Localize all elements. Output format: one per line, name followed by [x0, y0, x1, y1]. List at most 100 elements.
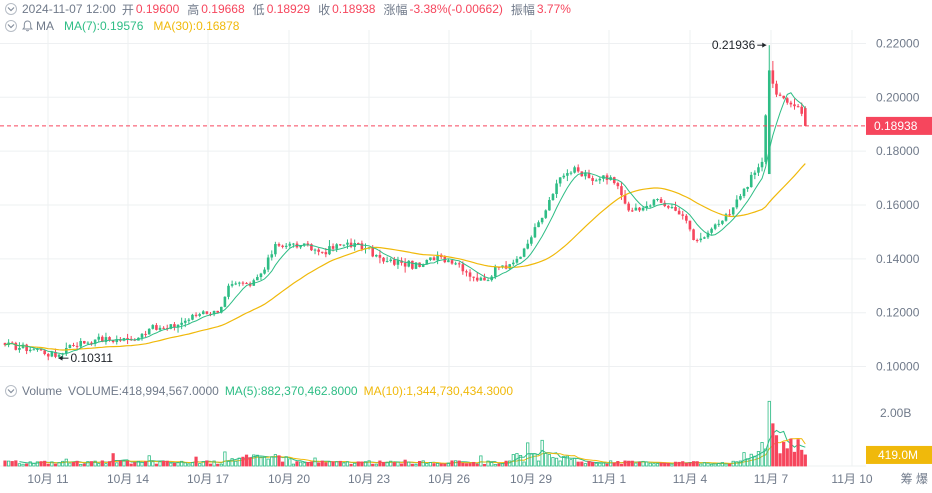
- current-price-label: 0.18938: [874, 119, 918, 133]
- candle-body: [612, 177, 616, 184]
- volume-bar: [771, 423, 775, 467]
- volume-bar: [136, 460, 140, 467]
- candle-body: [187, 319, 191, 321]
- volume-bar: [457, 460, 461, 467]
- candle-body: [778, 94, 782, 96]
- volume-bar: [407, 461, 411, 467]
- volume-bar: [634, 462, 638, 467]
- candle-body: [162, 327, 165, 329]
- volume-bar: [735, 461, 739, 467]
- volume-bar: [14, 460, 18, 467]
- volume-bar: [335, 461, 339, 467]
- volume-bar: [515, 453, 519, 467]
- candle-body: [800, 106, 804, 114]
- volume-bar: [663, 462, 667, 467]
- candle-body: [544, 210, 548, 218]
- volume-ma10-line: [37, 437, 806, 464]
- volume-bar: [313, 457, 317, 467]
- time-tick-label: 11月 7: [754, 472, 789, 486]
- volume-bar: [194, 456, 198, 467]
- candle-body: [771, 70, 775, 84]
- candle-body: [205, 311, 209, 314]
- candle-body: [115, 339, 119, 342]
- candle-body: [83, 341, 86, 344]
- volume-bar: [785, 448, 789, 467]
- volume-bar: [190, 461, 195, 467]
- min-arrowhead: [58, 355, 63, 361]
- volume-bar: [403, 459, 407, 467]
- bell-icon[interactable]: [22, 20, 33, 32]
- ma30-value: MA(30):0.16878: [153, 19, 240, 33]
- volume-bar: [89, 461, 94, 467]
- volume-bar: [35, 461, 40, 467]
- volume-bar: [226, 461, 231, 467]
- candle-body: [90, 342, 93, 344]
- volume-bar: [547, 454, 551, 467]
- candle-body: [587, 172, 591, 179]
- volume-bar: [198, 463, 202, 467]
- volume-bar: [591, 461, 595, 467]
- volume-bar: [756, 451, 761, 467]
- volume-bar: [392, 462, 396, 467]
- volume-bar: [475, 463, 479, 467]
- volume-bar: [699, 463, 703, 467]
- volume-bar: [580, 461, 584, 467]
- candle-body: [796, 106, 800, 108]
- price-axis[interactable]: 0.22000 0.20000 0.18000 0.16000 0.14000 0.120…: [866, 36, 932, 464]
- volume-bar: [93, 460, 97, 467]
- volume-bar: [526, 442, 530, 467]
- candle-body: [566, 173, 569, 176]
- candle-body: [749, 174, 753, 188]
- volume-bar: [212, 460, 216, 467]
- candle-body: [299, 245, 302, 248]
- candle-body: [342, 244, 346, 246]
- candle-body: [724, 214, 728, 221]
- candle-body: [21, 344, 25, 348]
- candle-body: [140, 333, 144, 338]
- candle-body: [68, 345, 72, 348]
- collapse-chevron-icon[interactable]: [5, 3, 17, 15]
- volume-bar: [713, 463, 717, 467]
- ma7-value: MA(7):0.19576: [64, 19, 144, 33]
- collapse-chevron-icon[interactable]: [5, 385, 17, 397]
- volume-bar: [540, 439, 544, 467]
- volume-bar: [273, 454, 277, 467]
- candle-body: [659, 199, 663, 203]
- candle-body: [356, 243, 360, 245]
- volume-bar: [529, 453, 533, 467]
- volume-bar: [594, 462, 598, 467]
- volume-bar: [115, 462, 119, 467]
- volume-bar: [706, 462, 710, 467]
- volume-bar: [158, 461, 162, 467]
- ma-indicator-name[interactable]: MA: [36, 19, 54, 33]
- volume-bar: [122, 460, 126, 467]
- volume-indicator-name[interactable]: Volume: [22, 384, 63, 398]
- candle-body: [126, 338, 129, 340]
- candle-body: [584, 172, 587, 177]
- grid-lines: [0, 30, 866, 467]
- candle-body: [501, 265, 504, 267]
- time-axis[interactable]: 10月 11 10月 14 10月 17 10月 20 10月 23 10月 26 10月 …: [27, 472, 928, 486]
- open-label: 开: [121, 2, 134, 17]
- volume-bar: [129, 463, 133, 467]
- volume-bar: [598, 462, 602, 467]
- collapse-chevron-icon[interactable]: [5, 20, 17, 32]
- candle-body: [371, 247, 375, 257]
- volume-bar: [25, 463, 29, 467]
- volume-bar: [262, 456, 267, 467]
- candle-body: [360, 243, 364, 250]
- volume-bar: [180, 460, 184, 467]
- volume-bar: [767, 400, 771, 467]
- volume-bar: [389, 460, 393, 467]
- candle-body: [313, 249, 317, 251]
- candle-body: [569, 172, 573, 174]
- close-label: 收: [318, 2, 331, 17]
- volume-bar: [21, 463, 25, 467]
- candle-body: [638, 207, 641, 211]
- volume-bar: [544, 453, 548, 467]
- volume-indicator-row: Volume VOLUME:418,994,567.0000 MA(5):882…: [0, 382, 513, 400]
- volume-bar: [572, 457, 577, 467]
- candle-body: [234, 283, 238, 285]
- volume-bar: [205, 460, 209, 467]
